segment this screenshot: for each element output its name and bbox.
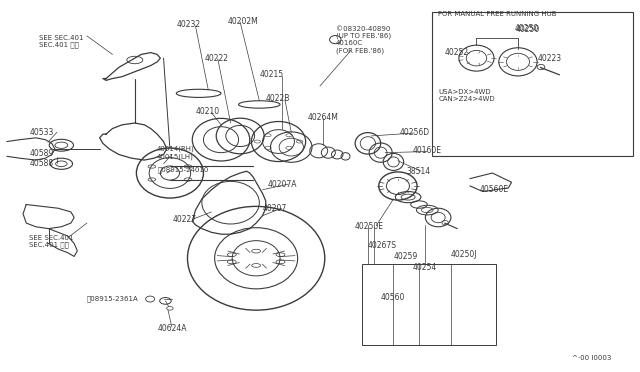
Text: 40222: 40222 bbox=[205, 54, 229, 62]
Text: 40014(RH)
40015(LH): 40014(RH) 40015(LH) bbox=[157, 146, 195, 160]
Text: 40207A: 40207A bbox=[268, 180, 297, 189]
Text: 40232: 40232 bbox=[176, 20, 200, 29]
Text: 40259: 40259 bbox=[394, 252, 418, 261]
Text: 40250: 40250 bbox=[516, 25, 540, 34]
Text: 40533: 40533 bbox=[29, 128, 54, 137]
Text: 40252: 40252 bbox=[445, 48, 468, 57]
Text: 40202M: 40202M bbox=[227, 17, 258, 26]
Text: 40264M: 40264M bbox=[307, 113, 338, 122]
Text: 40624A: 40624A bbox=[157, 324, 187, 333]
Text: SEE SEC.401
SEC.401 参照: SEE SEC.401 SEC.401 参照 bbox=[29, 235, 74, 248]
Text: 40223: 40223 bbox=[537, 54, 561, 62]
Text: SEE SEC.401
SEC.401 参照: SEE SEC.401 SEC.401 参照 bbox=[39, 35, 83, 48]
Text: 40250: 40250 bbox=[515, 24, 539, 33]
Text: 40160E: 40160E bbox=[413, 146, 442, 155]
Text: 40215: 40215 bbox=[259, 70, 284, 79]
Text: 40267S: 40267S bbox=[368, 241, 397, 250]
Text: 40207: 40207 bbox=[262, 204, 287, 213]
Polygon shape bbox=[470, 173, 511, 192]
Text: Ⓥ08915-2361A: Ⓥ08915-2361A bbox=[87, 296, 139, 302]
Text: 40250J: 40250J bbox=[451, 250, 477, 259]
Bar bbox=[362, 264, 495, 345]
Text: 40254: 40254 bbox=[413, 263, 437, 272]
Text: 40250E: 40250E bbox=[355, 222, 384, 231]
Text: 40560E: 40560E bbox=[479, 185, 509, 194]
Text: Ⓦ08915-24010: Ⓦ08915-24010 bbox=[157, 166, 209, 173]
Text: ©08320-40890
(UP TO FEB.'86)
40160C
(FOR FEB.'86): ©08320-40890 (UP TO FEB.'86) 40160C (FOR… bbox=[336, 26, 391, 54]
Text: 40256D: 40256D bbox=[400, 128, 430, 137]
Text: USA>DX>4WD
CAN>Z24>4WD: USA>DX>4WD CAN>Z24>4WD bbox=[438, 89, 495, 102]
Text: 40560: 40560 bbox=[381, 293, 405, 302]
Text: 38514: 38514 bbox=[406, 167, 430, 176]
Text: 40227: 40227 bbox=[173, 215, 197, 224]
Text: FOR MANUAL FREE RUNNING HUB: FOR MANUAL FREE RUNNING HUB bbox=[438, 11, 557, 17]
Text: ^·00 I0003: ^·00 I0003 bbox=[572, 355, 612, 361]
Bar bbox=[432, 12, 633, 156]
Text: 4022B: 4022B bbox=[266, 94, 290, 103]
Text: 40210: 40210 bbox=[195, 108, 220, 116]
Text: 40589
40588: 40589 40588 bbox=[29, 148, 54, 168]
